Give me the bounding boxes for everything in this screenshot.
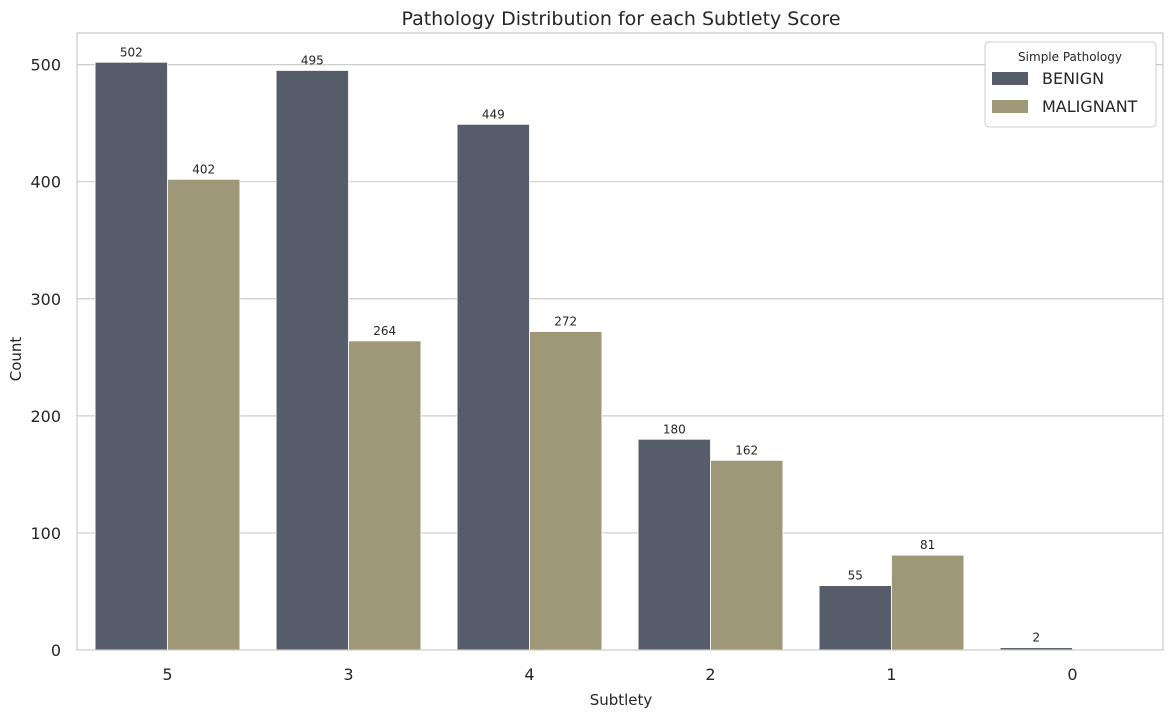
bar-benign-2 bbox=[637, 438, 711, 651]
y-tick-label: 300 bbox=[30, 290, 61, 309]
x-tick-label: 0 bbox=[1067, 665, 1077, 684]
chart-title: Pathology Distribution for each Subtlety… bbox=[401, 8, 840, 30]
y-axis-ticks: 0 100 200 300 400 500 bbox=[30, 56, 61, 660]
legend-swatch-malignant bbox=[992, 100, 1028, 113]
bar-benign-3 bbox=[275, 70, 349, 651]
data-label: 449 bbox=[482, 107, 505, 121]
data-label: 81 bbox=[920, 538, 935, 552]
legend-label-benign: BENIGN bbox=[1042, 69, 1104, 88]
x-tick-label: 3 bbox=[343, 665, 353, 684]
y-tick-label: 200 bbox=[30, 407, 61, 426]
legend-title: Simple Pathology bbox=[1018, 50, 1122, 64]
bar-benign-5 bbox=[94, 61, 168, 651]
legend-label-malignant: MALIGNANT bbox=[1042, 97, 1138, 116]
plot-frame bbox=[76, 32, 1164, 651]
data-label: 2 bbox=[1032, 631, 1040, 645]
x-tick-label: 4 bbox=[524, 665, 534, 684]
legend-swatch-benign bbox=[992, 72, 1028, 85]
x-tick-label: 1 bbox=[886, 665, 896, 684]
data-label: 402 bbox=[192, 162, 215, 176]
y-axis-label: Count bbox=[7, 337, 25, 382]
bar-benign-1 bbox=[818, 585, 892, 651]
bar-malignant-2 bbox=[710, 459, 784, 651]
x-axis-ticks: 5 3 4 2 1 0 bbox=[162, 665, 1077, 684]
y-tick-label: 100 bbox=[30, 524, 61, 543]
bar-malignant-4 bbox=[529, 331, 603, 651]
bar-malignant-3 bbox=[348, 340, 422, 651]
x-axis-label: Subtlety bbox=[590, 691, 653, 709]
bar-benign-4 bbox=[456, 123, 530, 651]
y-tick-label: 0 bbox=[51, 641, 61, 660]
x-tick-label: 2 bbox=[705, 665, 715, 684]
y-tick-label: 500 bbox=[30, 56, 61, 75]
bars bbox=[94, 61, 1073, 651]
bar-malignant-1 bbox=[891, 554, 965, 651]
grid-lines bbox=[77, 64, 1163, 534]
x-tick-label: 5 bbox=[162, 665, 172, 684]
data-labels: 502 402 495 264 449 272 180 162 55 81 2 bbox=[120, 45, 1040, 644]
data-label: 272 bbox=[554, 315, 577, 329]
data-label: 264 bbox=[373, 324, 396, 338]
y-tick-label: 400 bbox=[30, 173, 61, 192]
data-label: 495 bbox=[301, 53, 324, 67]
legend: Simple Pathology BENIGN MALIGNANT bbox=[984, 41, 1157, 128]
data-label: 502 bbox=[120, 45, 143, 59]
data-label: 162 bbox=[735, 443, 758, 457]
data-label: 180 bbox=[663, 422, 686, 436]
data-label: 55 bbox=[848, 569, 863, 583]
bar-malignant-5 bbox=[167, 178, 241, 651]
